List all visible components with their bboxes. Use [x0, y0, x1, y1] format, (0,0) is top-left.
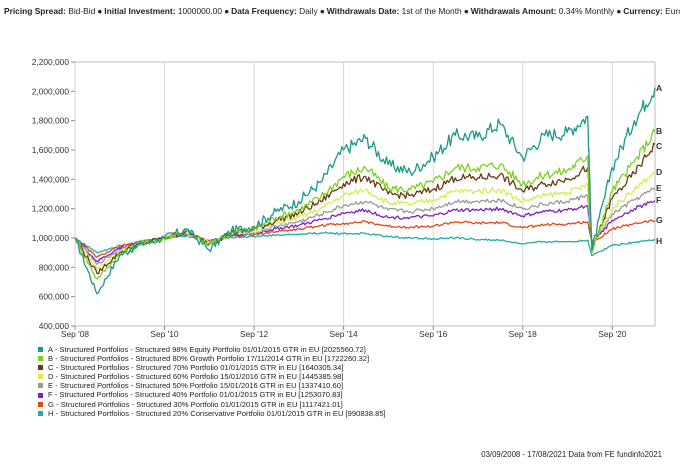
plot-frame [74, 61, 656, 327]
legend-item: G - Structured Portfolios - Structured 3… [38, 400, 386, 409]
x-tick-label: Sep '10 [150, 329, 178, 339]
setting-label: Withdrawals Date: [326, 6, 400, 16]
x-tick-label: Sep '16 [419, 329, 447, 339]
legend-item: A - Structured Portfolios - Structured 9… [38, 345, 386, 354]
legend-label: F - Structured Portfolios - Structured 4… [48, 390, 343, 400]
series-line-b [74, 128, 656, 280]
series-end-label: G [656, 215, 663, 225]
x-tick-label: Sep '20 [598, 329, 626, 339]
legend-label: G - Structured Portfolios - Structured 3… [48, 399, 343, 409]
series-line-f [74, 200, 656, 263]
y-tick-label: 2,000,000 [32, 86, 70, 96]
setting-value: Bid-Bid [65, 6, 96, 16]
setting-label: Withdrawals Amount: [470, 6, 557, 16]
series-end-label: A [656, 83, 662, 93]
y-tick-label: 1,400,000 [32, 174, 70, 184]
legend-label: E - Structured Portfolios - Structured 5… [48, 381, 344, 391]
series-end-label: F [656, 195, 661, 205]
separator-dot: ● [97, 6, 103, 16]
setting-value: Daily [296, 6, 318, 16]
series-line-h [74, 231, 656, 257]
series-line-a [74, 87, 656, 295]
separator-dot: ● [224, 6, 230, 16]
legend-swatch [38, 410, 43, 416]
setting-label: Initial Investment: [104, 6, 176, 16]
legend-label: C - Structured Portfolios - Structured 7… [48, 363, 344, 373]
legend-label: B - Structured Portfolios - Structured 8… [48, 354, 370, 364]
legend-swatch [38, 383, 43, 389]
settings-summary: Pricing Spread: Bid-Bid ● Initial Investme… [4, 6, 680, 16]
legend-item: F - Structured Portfolios - Structured 4… [38, 390, 386, 399]
setting-label: Pricing Spread: [4, 6, 66, 16]
legend-label: D - Structured Portfolios - Structured 6… [48, 372, 344, 382]
legend-swatch [38, 401, 43, 407]
setting-label: Currency: [623, 6, 663, 16]
separator-dot: ● [616, 6, 622, 16]
legend-item: E - Structured Portfolios - Structured 5… [38, 381, 386, 390]
series-line-e [74, 187, 656, 266]
legend-swatch [38, 347, 43, 353]
y-tick-label: 1,000,000 [32, 233, 70, 243]
series-end-label: B [656, 126, 662, 136]
legend-label: H - Structured Portfolios - Structured 2… [48, 408, 386, 418]
x-tick-label: Sep '12 [240, 329, 268, 339]
legend-swatch [38, 365, 43, 371]
legend-label: A - Structured Portfolios - Structured 9… [48, 345, 366, 354]
y-tick-label: 600,000 [39, 292, 70, 302]
series-end-label: E [656, 183, 662, 193]
setting-value: Euros [665, 6, 680, 16]
x-tick-label: Sep '08 [61, 329, 89, 339]
legend-item: B - Structured Portfolios - Structured 8… [38, 354, 386, 363]
setting-value: 1st of the Month [399, 6, 462, 16]
legend-swatch [38, 356, 43, 362]
y-tick-label: 2,200,000 [32, 57, 70, 67]
x-tick-label: Sep '14 [330, 329, 358, 339]
footer-source: 03/09/2008 - 17/08/2021 Data from FE fun… [481, 450, 662, 459]
setting-label: Data Frequency: [231, 6, 297, 16]
separator-dot: ● [319, 6, 325, 16]
legend: A - Structured Portfolios - Structured 9… [38, 345, 386, 418]
series-end-label: H [656, 236, 662, 246]
series-end-label: C [656, 141, 662, 151]
legend-item: C - Structured Portfolios - Structured 7… [38, 363, 386, 372]
legend-item: D - Structured Portfolios - Structured 6… [38, 372, 386, 381]
legend-item: H - Structured Portfolios - Structured 2… [38, 409, 386, 418]
legend-swatch [38, 374, 43, 380]
y-tick-label: 1,200,000 [32, 204, 70, 214]
x-tick-label: Sep '18 [509, 329, 537, 339]
setting-value: 1000000.00 [175, 6, 223, 16]
setting-value: 0.34% Monthly [556, 6, 615, 16]
series-end-label: D [656, 167, 662, 177]
separator-dot: ● [463, 6, 469, 16]
y-tick-label: 800,000 [39, 262, 70, 272]
legend-swatch [38, 392, 43, 398]
y-tick-label: 1,600,000 [32, 145, 70, 155]
y-tick-label: 400,000 [39, 321, 70, 331]
y-tick-label: 1,800,000 [32, 116, 70, 126]
